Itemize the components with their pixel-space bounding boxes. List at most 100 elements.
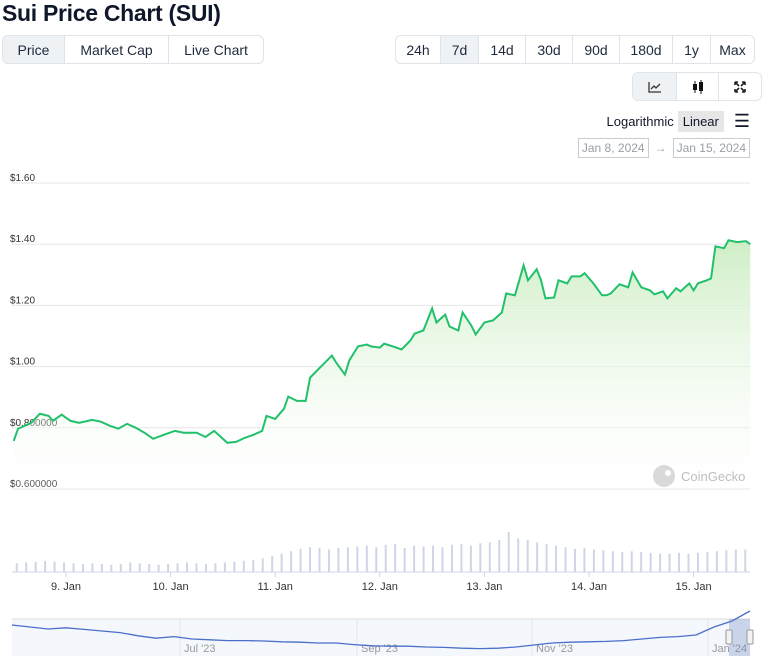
hamburger-menu-icon[interactable]: ☰ (733, 111, 750, 131)
volume-bar (621, 552, 624, 572)
volume-bar (233, 561, 236, 572)
scale-logarithmic[interactable]: Logarithmic (606, 114, 674, 129)
volume-bar (734, 549, 737, 572)
volume-bar (403, 548, 406, 572)
arrow-icon: → (654, 141, 667, 155)
volume-bar (507, 532, 510, 572)
price-area (13, 240, 751, 489)
navigator-selection[interactable] (729, 619, 750, 656)
range-7d[interactable]: 7d (441, 36, 479, 63)
volume-bar (167, 564, 170, 572)
volume-bar (469, 545, 472, 572)
volume-bar (176, 563, 179, 572)
navigator-handle[interactable] (746, 629, 754, 645)
tab-price[interactable]: Price (3, 36, 65, 63)
volume-bar (611, 551, 614, 572)
volume-bar (536, 542, 539, 572)
range-tabs: 24h 7d 14d 30d 90d 180d 1y Max (395, 35, 755, 64)
candlestick-icon[interactable] (677, 73, 719, 100)
volume-bar (148, 564, 151, 572)
volume-bar (214, 563, 217, 572)
range-14d[interactable]: 14d (479, 36, 526, 63)
range-90d[interactable]: 90d (573, 36, 620, 63)
volume-bar (91, 563, 94, 572)
date-to-input[interactable]: Jan 15, 2024 (672, 138, 750, 158)
volume-bar (186, 562, 189, 572)
x-tick-label: 12. Jan (362, 581, 398, 593)
volume-bar (460, 544, 463, 572)
volume-bar (129, 562, 132, 572)
volume-bar (592, 549, 595, 572)
volume-bar (630, 551, 633, 572)
x-tick-label: 13. Jan (466, 581, 502, 593)
tab-live-chart[interactable]: Live Chart (184, 41, 248, 58)
volume-bar (564, 547, 567, 572)
volume-bar (545, 544, 548, 572)
navigator-tick-label: Nov '23 (536, 643, 573, 655)
volume-bar (72, 563, 75, 572)
navigator-handle[interactable] (725, 629, 733, 645)
volume-bar (696, 552, 699, 572)
volume-bar (337, 548, 340, 572)
volume-bar (706, 552, 709, 572)
date-from-input[interactable]: Jan 8, 2024 (577, 138, 649, 158)
x-tick-label: 9. Jan (51, 581, 81, 593)
volume-bar (356, 546, 359, 572)
range-30d[interactable]: 30d (526, 36, 573, 63)
volume-bar (640, 552, 643, 572)
view-tabs: Price Market Cap Live Chart (2, 35, 264, 64)
date-range: Jan 8, 2024 → Jan 15, 2024 (577, 138, 750, 158)
fullscreen-icon[interactable] (719, 73, 761, 100)
range-max[interactable]: Max (719, 41, 746, 58)
volume-bar (488, 542, 491, 572)
volume-bar (441, 547, 444, 572)
volume-bar (195, 563, 198, 572)
volume-bar (583, 548, 586, 572)
volume-bar (204, 564, 207, 572)
volume-bar (44, 560, 47, 572)
coingecko-watermark: CoinGecko (653, 465, 745, 487)
volume-bar (678, 552, 681, 572)
volume-bar (346, 547, 349, 572)
range-180d[interactable]: 180d (620, 36, 673, 63)
navigator-tick-label: Jan '24 (712, 643, 747, 655)
volume-bar (252, 560, 255, 572)
volume-bar (138, 563, 141, 572)
scale-linear[interactable]: Linear (677, 111, 724, 132)
volume-bar (110, 564, 113, 572)
volume-bar (687, 553, 690, 572)
range-1y[interactable]: 1y (673, 36, 711, 63)
volume-bar (384, 544, 387, 572)
volume-bar (223, 562, 226, 572)
x-tick-label: 11. Jan (258, 581, 293, 593)
volume-bar (555, 545, 558, 572)
volume-bar (81, 564, 84, 572)
volume-bar (517, 538, 520, 572)
x-tick-label: 15. Jan (676, 581, 712, 593)
y-tick-label: $1.00 (10, 357, 35, 368)
volume-bar (25, 562, 28, 572)
volume-bar (63, 562, 66, 572)
volume-bar (327, 549, 330, 572)
volume-bar (649, 552, 652, 572)
line-chart-icon[interactable] (633, 73, 677, 100)
navigator-line (11, 610, 751, 650)
volume-bar (53, 561, 56, 572)
navigator-tick-label: Jul '23 (184, 643, 215, 655)
volume-bar (365, 545, 368, 572)
tab-market-cap[interactable]: Market Cap (65, 36, 169, 63)
y-tick-label: $1.60 (10, 173, 35, 184)
volume-bar (450, 544, 453, 572)
volume-bar (309, 547, 312, 572)
volume-bar (526, 540, 529, 572)
volume-bar (413, 545, 416, 572)
volume-bar (318, 548, 321, 572)
volume-bar (290, 551, 293, 572)
volume-bar (498, 540, 501, 572)
watermark-text: CoinGecko (681, 469, 745, 484)
volume-bar (744, 549, 747, 572)
chart-type-tabs (632, 72, 762, 101)
range-24h[interactable]: 24h (396, 36, 441, 63)
volume-bar (242, 560, 245, 572)
